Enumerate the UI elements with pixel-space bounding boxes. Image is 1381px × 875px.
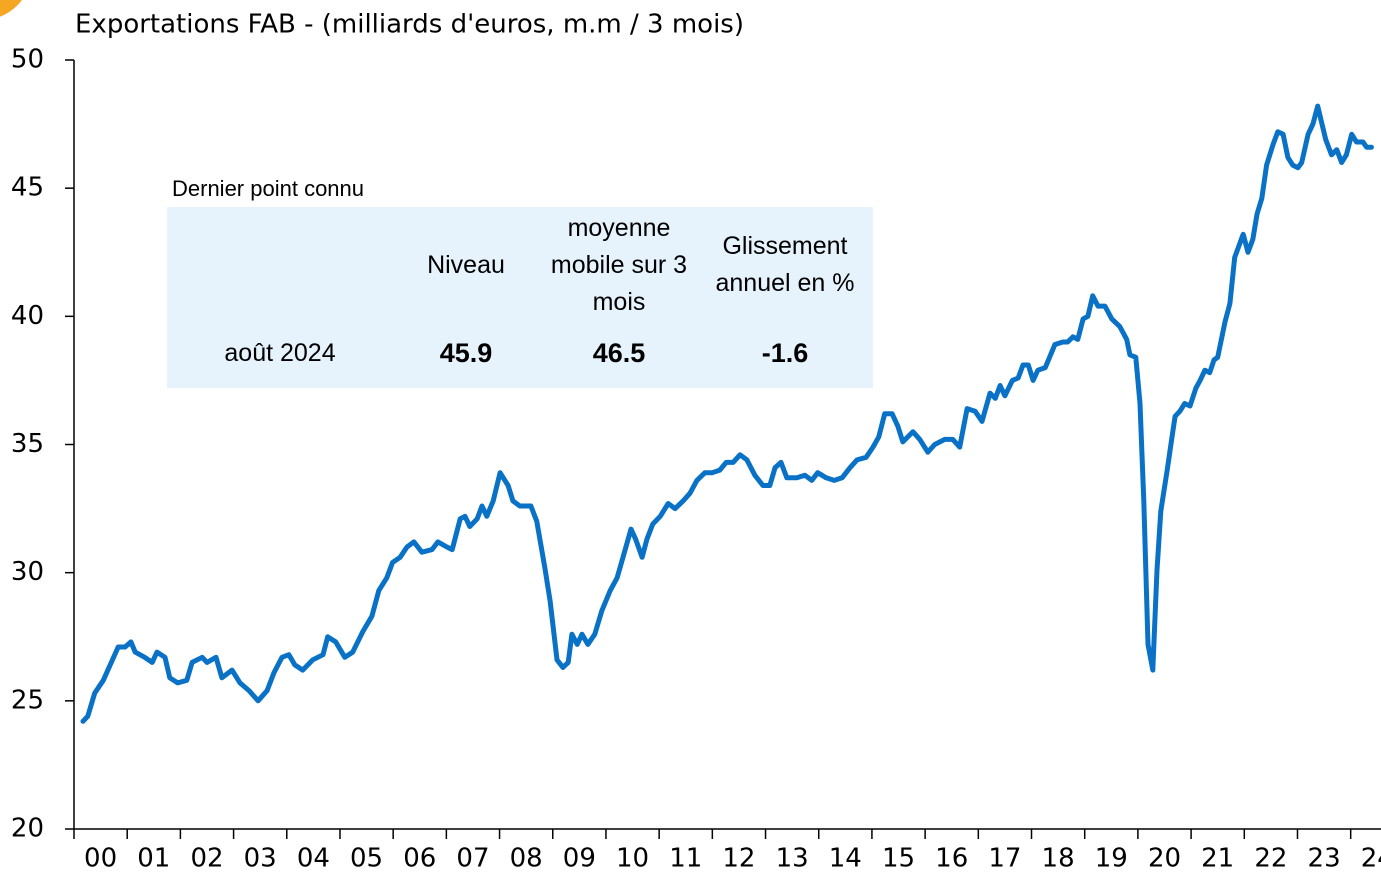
y-tick-label: 25 bbox=[11, 685, 44, 715]
x-tick-label: 03 bbox=[244, 844, 277, 874]
x-tick-label: 18 bbox=[1042, 844, 1075, 874]
x-tick-label: 02 bbox=[190, 844, 223, 874]
x-tick-label: 09 bbox=[563, 844, 596, 874]
x-tick-label: 06 bbox=[403, 844, 436, 874]
x-tick-label: 23 bbox=[1308, 844, 1341, 874]
table-caption: Dernier point connu bbox=[172, 176, 365, 201]
x-tick-label: 13 bbox=[776, 844, 809, 874]
table-value: -1.6 bbox=[761, 337, 809, 368]
x-tick-label: 07 bbox=[456, 844, 489, 874]
table-value: 45.9 bbox=[439, 337, 493, 368]
x-tick-label: 20 bbox=[1148, 844, 1181, 874]
table-value: 46.5 bbox=[592, 337, 646, 368]
x-tick-label: 01 bbox=[137, 844, 170, 874]
line-series bbox=[80, 103, 1374, 724]
x-tick-label: 24 bbox=[1361, 844, 1381, 874]
table-header: moyenne mobile sur 3 mois bbox=[550, 213, 688, 316]
table-header: Niveau bbox=[427, 250, 505, 279]
y-tick-label: 35 bbox=[11, 429, 44, 459]
x-tick-label: 14 bbox=[829, 844, 862, 874]
chart-title: Exportations FAB - (milliards d'euros, m… bbox=[75, 10, 744, 40]
x-tick-label: 11 bbox=[669, 844, 702, 874]
x-tick-label: 17 bbox=[988, 844, 1021, 874]
x-tick-label: 19 bbox=[1095, 844, 1128, 874]
table-row-label: août 2024 bbox=[224, 338, 336, 367]
y-tick-label: 50 bbox=[11, 45, 44, 75]
y-tick-label: 40 bbox=[11, 301, 44, 331]
table-header: Glissement annuel en % bbox=[715, 232, 855, 297]
x-tick-label: 05 bbox=[350, 844, 383, 874]
y-tick-label: 30 bbox=[11, 557, 44, 587]
x-tick-label: 08 bbox=[510, 844, 543, 874]
x-tick-label: 00 bbox=[84, 844, 117, 874]
x-tick-label: 12 bbox=[722, 844, 755, 874]
y-tick-label: 20 bbox=[11, 814, 44, 844]
x-tick-label: 15 bbox=[882, 844, 915, 874]
table-box bbox=[167, 207, 873, 388]
x-tick-label: 22 bbox=[1254, 844, 1287, 874]
x-tick-label: 04 bbox=[297, 844, 330, 874]
x-tick-label: 10 bbox=[616, 844, 649, 874]
y-tick-label: 45 bbox=[11, 173, 44, 203]
corner-logo bbox=[0, 0, 22, 17]
x-tick-label: 21 bbox=[1201, 844, 1234, 874]
x-tick-label: 16 bbox=[935, 844, 968, 874]
